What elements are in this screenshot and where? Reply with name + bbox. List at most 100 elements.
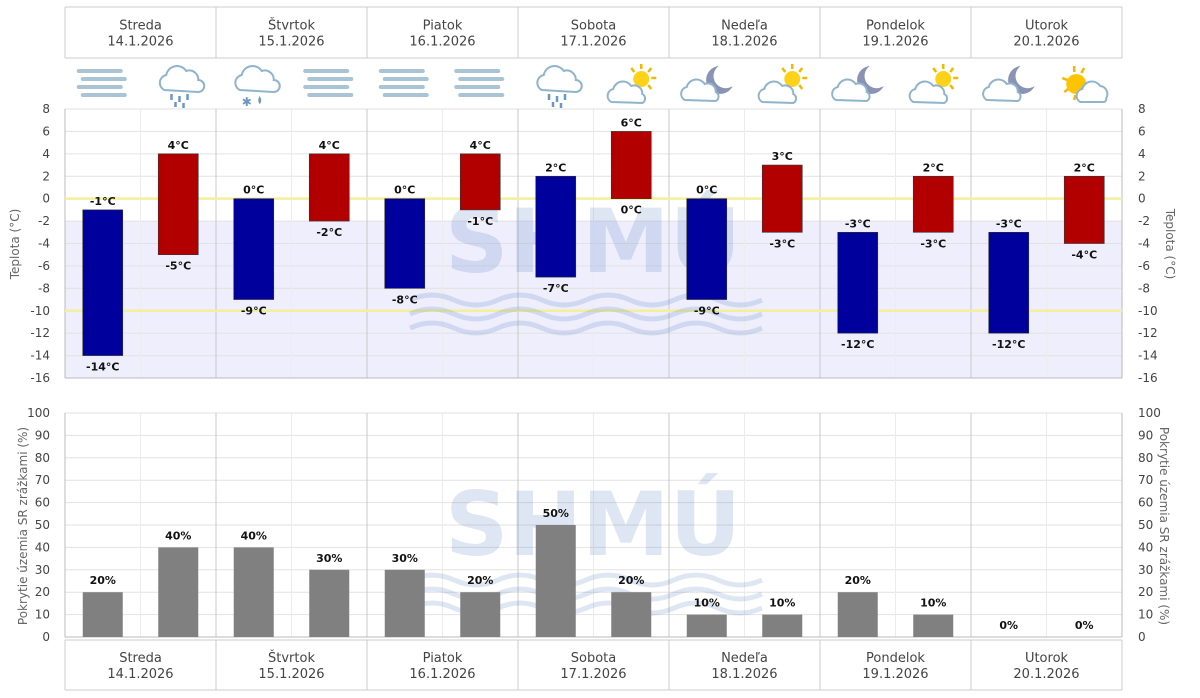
- temperature-label-bottom: -7°C: [543, 282, 569, 295]
- precipitation-tick-right: 70: [1138, 473, 1153, 487]
- fog-icon: [76, 69, 127, 97]
- precipitation-tick-left: 70: [35, 473, 50, 487]
- header-top-day-date: 15.1.2026: [258, 35, 324, 50]
- temperature-bar: [384, 198, 426, 289]
- temperature-tick-left: -14: [30, 349, 50, 363]
- temperature-label-bottom: -3°C: [769, 237, 795, 250]
- precipitation-tick-left: 30: [35, 563, 50, 577]
- precipitation-tick-left: 80: [35, 451, 50, 465]
- header-bottom-day-name: Nedeľa: [721, 651, 768, 666]
- temperature-tick-right: -10: [1138, 304, 1158, 318]
- precipitation-bar: [686, 614, 727, 637]
- watermark-lower: SHMÚ: [408, 473, 764, 616]
- header-top-day-date: 18.1.2026: [711, 35, 777, 50]
- header-bottom-day-date: 19.1.2026: [862, 667, 928, 682]
- temperature-label-top: -3°C: [845, 217, 871, 230]
- header-top-day-name: Nedeľa: [721, 19, 768, 34]
- temperature-bar: [459, 153, 501, 211]
- precipitation-label: 0%: [999, 619, 1018, 632]
- sleet-cloud-icon: [235, 66, 279, 109]
- precipitation-tick-left: 40: [35, 540, 50, 554]
- temperature-tick-right: -2: [1138, 214, 1150, 228]
- temperature-tick-right: 6: [1138, 124, 1146, 138]
- header-bottom-day-name: Štvrtok: [268, 650, 315, 666]
- precipitation-tick-right: 100: [1138, 406, 1161, 420]
- precipitation-tick-left: 100: [27, 406, 50, 420]
- temperature-label-bottom: -1°C: [467, 215, 493, 228]
- temperature-bar: [157, 153, 199, 256]
- precipitation-bar: [309, 569, 350, 637]
- rain-cloud-icon: [160, 66, 204, 108]
- temperature-label-top: -1°C: [90, 195, 116, 208]
- temperature-bar: [686, 198, 728, 300]
- fog-icon: [303, 69, 354, 97]
- temperature-tick-right: 4: [1138, 147, 1146, 161]
- precipitation-bar: [158, 547, 199, 637]
- header-bottom-day-name: Pondelok: [866, 651, 925, 666]
- temperature-label-bottom: -9°C: [241, 305, 267, 318]
- precipitation-tick-left: 60: [35, 496, 50, 510]
- weather-icons-row: [76, 62, 1109, 109]
- temperature-chart: 8 8 6 6 4 4 2 2 0 0 -2 -2 -4 -4 -6 -6 -8 -8 -10 -10 -12 -12 -1…: [30, 102, 1157, 385]
- precipitation-label: 20%: [90, 574, 116, 587]
- header-top-day-date: 14.1.2026: [107, 35, 173, 50]
- header-bottom-day-date: 14.1.2026: [107, 667, 173, 682]
- precipitation-tick-right: 0: [1138, 630, 1146, 644]
- precipitation-label: 50%: [543, 507, 569, 520]
- temperature-tick-right: -12: [1138, 326, 1158, 340]
- temperature-label-bottom: 0°C: [621, 204, 642, 217]
- header-bottom-day-date: 16.1.2026: [409, 667, 475, 682]
- precipitation-label: 40%: [241, 529, 267, 542]
- temperature-tick-left: 2: [42, 169, 50, 183]
- temperature-tick-right: 0: [1138, 192, 1146, 206]
- temperature-tick-left: -12: [30, 326, 50, 340]
- temperature-label-top: 4°C: [470, 139, 491, 152]
- fog-icon: [454, 69, 505, 97]
- temperature-label-top: 4°C: [319, 139, 340, 152]
- precipitation-tick-right: 50: [1138, 518, 1153, 532]
- header-top-day-name: Utorok: [1025, 19, 1069, 34]
- precipitation-label: 10%: [920, 597, 946, 610]
- precipitation-axis-label-right: Pokrytie územia SR zrážkami (%): [1157, 427, 1171, 625]
- watermark-wave: [408, 320, 764, 336]
- temperature-tick-left: -6: [38, 259, 50, 273]
- temperature-label-bottom: -9°C: [694, 305, 720, 318]
- temperature-label-bottom: -4°C: [1071, 249, 1097, 262]
- header-bottom-day-name: Sobota: [571, 651, 616, 666]
- precipitation-bar: [837, 592, 878, 637]
- header-bottom-day-name: Streda: [119, 651, 162, 666]
- fog-icon: [378, 69, 429, 97]
- temperature-label-top: 2°C: [923, 161, 944, 174]
- temperature-tick-left: 6: [42, 124, 50, 138]
- precipitation-label: 30%: [392, 552, 418, 565]
- header-bottom-day-date: 17.1.2026: [560, 667, 626, 682]
- precipitation-bar: [762, 614, 803, 637]
- temperature-tick-left: 4: [42, 147, 50, 161]
- precipitation-bar: [611, 592, 652, 637]
- header-top-day-name: Piatok: [423, 19, 463, 34]
- temperature-label-top: 0°C: [394, 184, 415, 197]
- precipitation-tick-right: 20: [1138, 585, 1153, 599]
- temperature-tick-right: -14: [1138, 349, 1158, 363]
- temperature-bar: [761, 164, 803, 233]
- header-top-day-date: 20.1.2026: [1013, 35, 1079, 50]
- temperature-label-top: 3°C: [772, 150, 793, 163]
- temperature-label-bottom: -14°C: [86, 361, 119, 374]
- temperature-tick-left: -10: [30, 304, 50, 318]
- precipitation-bar: [913, 614, 954, 637]
- precipitation-bar: [82, 592, 123, 637]
- moon-cloud-icon: [982, 65, 1036, 102]
- temperature-bar: [308, 153, 350, 222]
- sun-cloud-icon: [908, 62, 960, 105]
- temperature-tick-right: -4: [1138, 237, 1150, 251]
- temperature-label-bottom: -12°C: [841, 338, 874, 351]
- precipitation-tick-left: 20: [35, 585, 50, 599]
- precipitation-label: 20%: [618, 574, 644, 587]
- temperature-tick-left: 8: [42, 102, 50, 116]
- temperature-bar: [837, 231, 879, 334]
- precipitation-tick-left: 10: [35, 608, 50, 622]
- precipitation-label: 40%: [165, 529, 191, 542]
- sun-partly-cloud-icon: [1061, 64, 1109, 104]
- precipitation-bar: [460, 592, 501, 637]
